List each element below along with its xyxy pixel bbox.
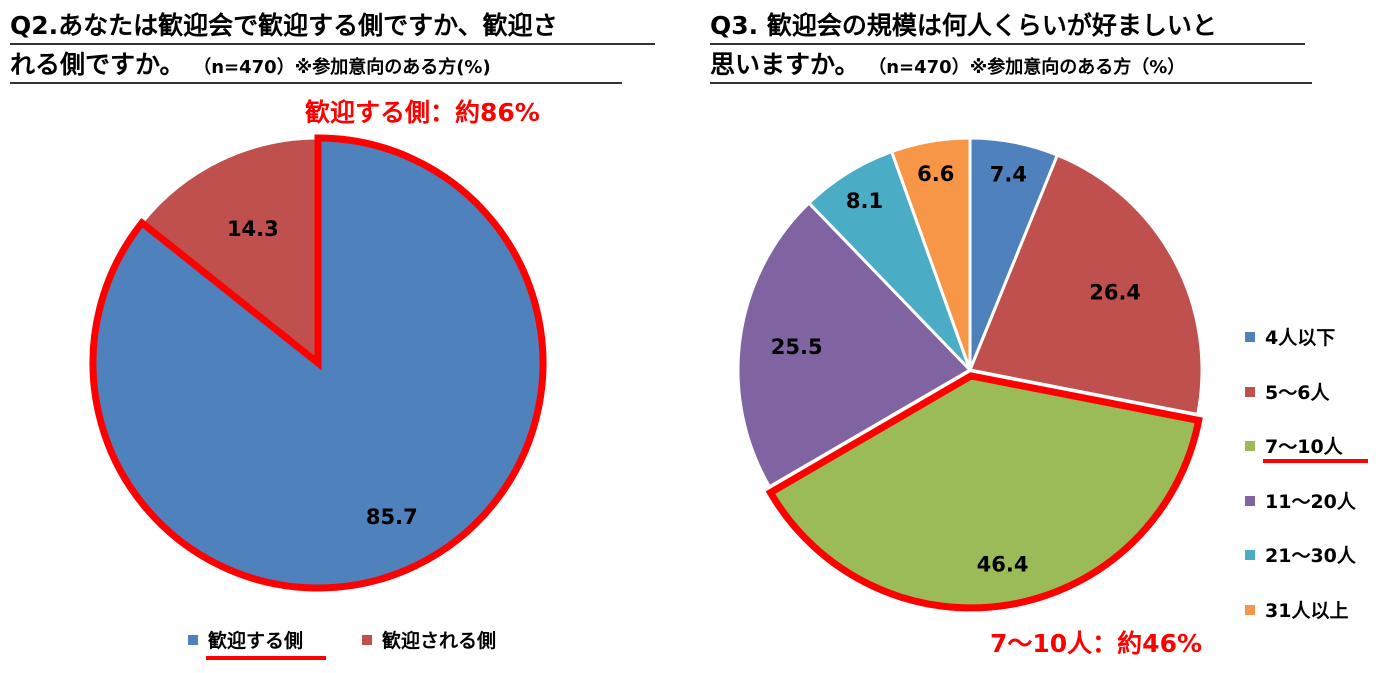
slice-value-label: 85.7 xyxy=(366,505,418,529)
title-underline xyxy=(10,43,655,45)
title-line-2: 思いますか。 xyxy=(710,50,860,79)
slice-value-label: 7.4 xyxy=(990,163,1027,187)
title-underline xyxy=(710,43,1305,45)
legend-swatch xyxy=(1245,495,1255,506)
legend-swatch xyxy=(1245,386,1255,397)
chart-title-q2: Q2.あなたは歓迎会で歓迎する側ですか、歓迎さ れる側ですか。 （n=470）※… xyxy=(10,6,690,87)
slice-value-label: 6.6 xyxy=(917,162,954,186)
pie-chart-q3: 7.4 26.4 46.4 25.5 8.1 6.6 xyxy=(736,136,1204,612)
sample-note: （n=470）※参加意向のある方(%) xyxy=(193,57,491,78)
legend-label: 21〜30人 xyxy=(1265,545,1356,567)
pie-slice xyxy=(139,136,320,367)
legend-label: 5〜6人 xyxy=(1265,382,1330,404)
slice-value-label: 25.5 xyxy=(771,335,823,359)
slice-value-label: 26.4 xyxy=(1089,281,1141,305)
legend-swatch xyxy=(1245,604,1255,615)
callout-q2: 歓迎する側：約86% xyxy=(305,98,540,127)
slice-value-label: 14.3 xyxy=(227,217,279,241)
pie-chart-q2: 85.7 14.3 xyxy=(89,134,547,592)
legend-item: 5〜6人 xyxy=(1245,378,1329,405)
legend-highlight-underline xyxy=(206,656,326,660)
legend-item: 31人以上 xyxy=(1245,596,1348,623)
legend-swatch xyxy=(1245,440,1255,451)
legend-label: 4人以下 xyxy=(1265,327,1336,349)
legend-swatch xyxy=(1245,331,1255,342)
title-underline xyxy=(710,82,1312,84)
chart-title-q3: Q3. 歓迎会の規模は何人くらいが好ましいと 思いますか。 （n=470）※参加… xyxy=(710,6,1390,87)
title-underline xyxy=(10,82,622,84)
legend-item: 歓迎される側 xyxy=(362,626,496,653)
chart-panel-q2: Q2.あなたは歓迎会で歓迎する側ですか、歓迎さ れる側ですか。 （n=470）※… xyxy=(0,0,690,673)
highlight-outline xyxy=(89,134,547,592)
chart-panel-q3: Q3. 歓迎会の規模は何人くらいが好ましいと 思いますか。 （n=470）※参加… xyxy=(700,0,1400,673)
title-line-1: Q3. 歓迎会の規模は何人くらいが好ましいと xyxy=(710,11,1217,40)
legend-item: 11〜20人 xyxy=(1245,487,1356,514)
legend-label: 11〜20人 xyxy=(1265,491,1356,513)
legend-label: 歓迎する側 xyxy=(208,630,304,652)
callout-q3: 7〜10人：約46% xyxy=(990,629,1203,658)
slice-value-label: 46.4 xyxy=(977,552,1029,576)
legend-item: 21〜30人 xyxy=(1245,541,1356,568)
title-line-1: Q2.あなたは歓迎会で歓迎する側ですか、歓迎さ xyxy=(10,11,558,40)
legend-swatch xyxy=(188,634,198,645)
legend-label: 7〜10人 xyxy=(1265,436,1343,458)
legend-item: 7〜10人 xyxy=(1245,432,1343,459)
sample-note: （n=470）※参加意向のある方（%） xyxy=(868,57,1186,78)
pie-slice xyxy=(889,136,972,371)
pie-slice xyxy=(967,153,1204,417)
slice-value-label: 8.1 xyxy=(846,189,883,213)
legend-highlight-underline xyxy=(1263,459,1368,463)
legend-item: 4人以下 xyxy=(1245,323,1335,350)
highlight-outline xyxy=(765,372,1203,612)
pie-slice xyxy=(736,200,973,489)
legend-swatch xyxy=(362,634,372,645)
legend-label: 歓迎される側 xyxy=(382,630,497,652)
legend-swatch xyxy=(1245,549,1255,560)
title-line-2: れる側ですか。 xyxy=(10,50,185,79)
legend-item: 歓迎する側 xyxy=(188,626,303,653)
legend-label: 31人以上 xyxy=(1265,600,1349,622)
